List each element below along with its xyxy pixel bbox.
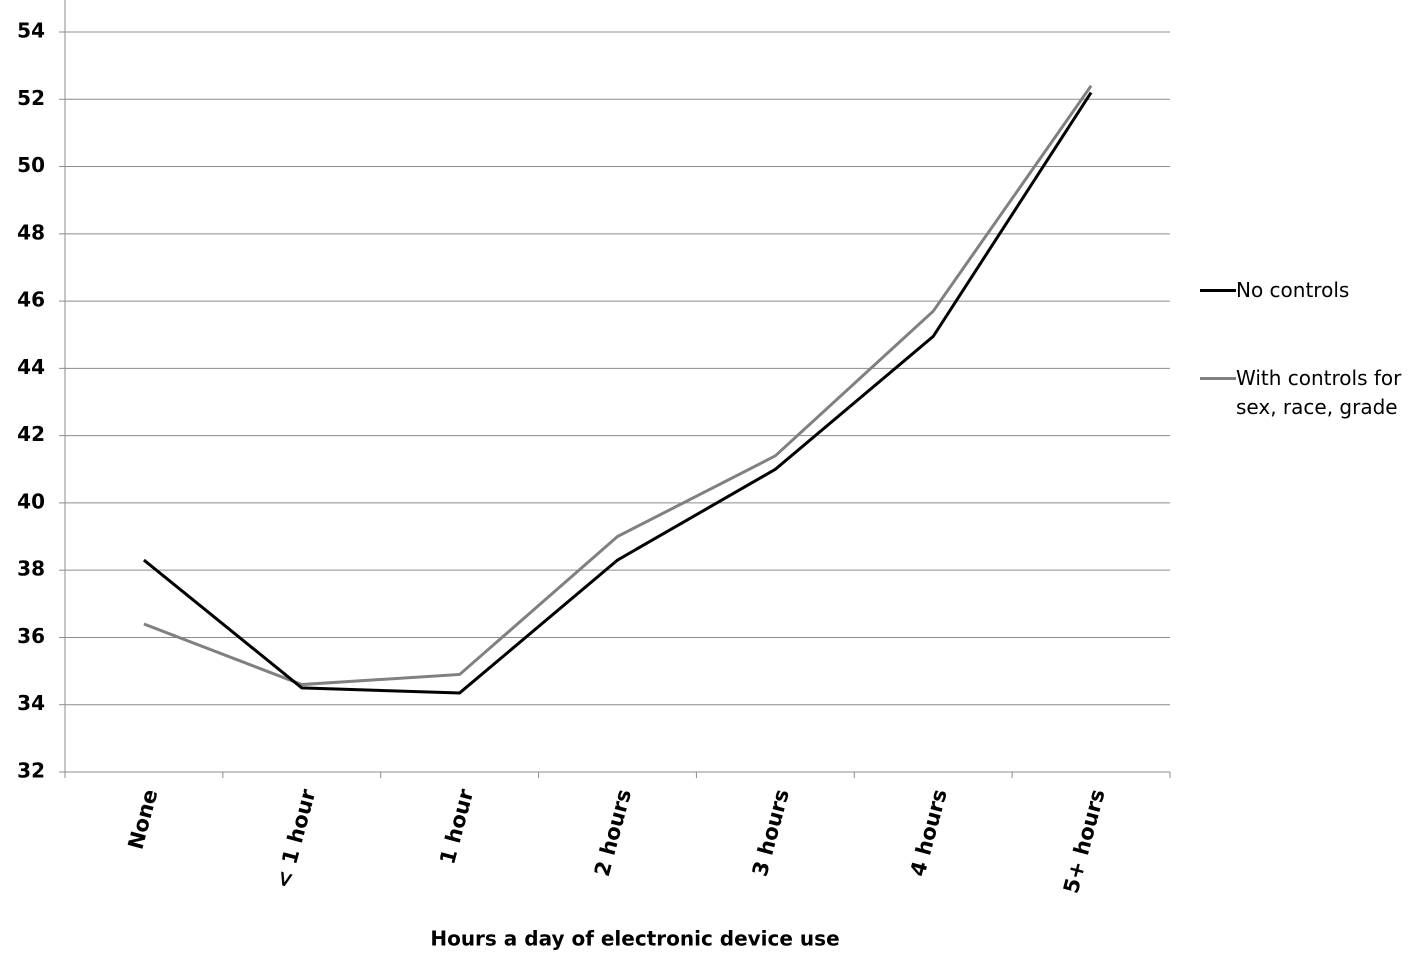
legend-item: With controls for sex, race, grade [1200, 364, 1428, 422]
x-tick-label: 5+ hours [1059, 787, 1110, 896]
legend-label: No controls [1236, 278, 1350, 302]
legend-swatch [1200, 289, 1236, 292]
x-tick-label: 3 hours [748, 787, 794, 879]
x-tick-label: None [124, 787, 163, 852]
y-tick-label: 54 [17, 19, 45, 43]
y-tick-label: 50 [17, 153, 45, 177]
y-tick-label: 40 [17, 489, 45, 513]
y-tick-label: 36 [17, 624, 45, 648]
y-tick-label: 32 [17, 759, 45, 783]
y-tick-label: 34 [17, 691, 45, 715]
y-tick-label: 48 [17, 220, 45, 244]
y-tick-label: 38 [17, 557, 45, 581]
x-tick-label: 4 hours [906, 787, 952, 879]
y-tick-label: 52 [17, 86, 45, 110]
y-tick-label: 44 [17, 355, 45, 379]
x-tick-label: 2 hours [590, 787, 636, 879]
legend-label: With controls for sex, race, grade [1236, 366, 1402, 419]
y-tick-label: 42 [17, 422, 45, 446]
series-line [143, 84, 1093, 687]
x-axis-title: Hours a day of electronic device use [430, 927, 839, 951]
legend-swatch [1200, 377, 1236, 380]
x-tick-label: 1 hour [435, 786, 478, 867]
x-tick-label: < 1 hour [271, 786, 321, 891]
y-tick-label: 46 [17, 288, 45, 312]
series-line [142, 91, 1093, 695]
legend-item: No controls [1200, 276, 1428, 305]
